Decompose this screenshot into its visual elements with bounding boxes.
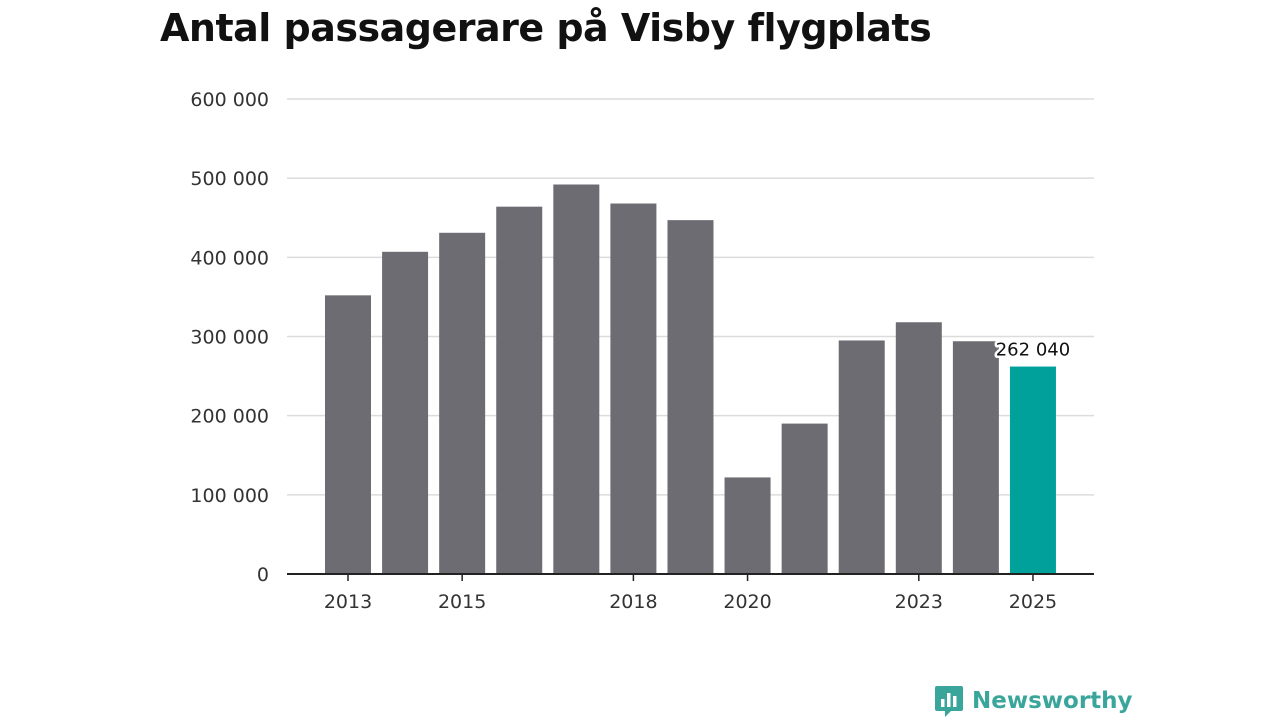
bar-2021 (781, 423, 828, 574)
bars (325, 184, 1056, 574)
bar-2017 (553, 184, 600, 574)
x-tick-label: 2020 (723, 591, 771, 613)
data-label: 262 040 (996, 340, 1070, 361)
y-tick-label: 400 000 (190, 247, 269, 269)
y-tick-label: 0 (257, 564, 269, 586)
bar-2025 (1009, 366, 1056, 574)
y-tick-label: 300 000 (190, 327, 269, 349)
bar-2020 (724, 477, 771, 574)
y-tick-label: 100 000 (190, 485, 269, 507)
x-tick-label: 2015 (438, 591, 486, 613)
x-axis-ticks: 2013 2015 2018 2020 2023 2025 (324, 574, 1057, 613)
y-tick-label: 500 000 (190, 168, 269, 190)
bar-2019 (667, 220, 714, 574)
x-tick-label: 2013 (324, 591, 372, 613)
x-tick-label: 2025 (1009, 591, 1057, 613)
bar-2024 (952, 341, 999, 574)
bar-2022 (838, 340, 885, 574)
bar-2023 (895, 322, 942, 574)
bar-2013 (325, 295, 371, 574)
bar-2014 (382, 251, 429, 574)
chart-title: Antal passagerare på Visby flygplats (160, 6, 932, 50)
x-tick-label: 2018 (609, 591, 657, 613)
data-labels: 262 040 (993, 337, 1072, 363)
brand-name: Newsworthy (972, 687, 1133, 714)
newsworthy-logo-icon (935, 686, 963, 717)
y-tick-label: 200 000 (190, 406, 269, 428)
bar-2016 (496, 206, 543, 574)
x-tick-label: 2023 (895, 591, 943, 613)
brand-logo: Newsworthy (934, 684, 1133, 718)
bar-2018 (610, 203, 657, 574)
bar-2015 (439, 232, 486, 574)
y-axis-ticks: 0 100 000 200 000 300 000 400 000 500 000 600 … (190, 89, 269, 586)
y-tick-label: 600 000 (190, 89, 269, 111)
